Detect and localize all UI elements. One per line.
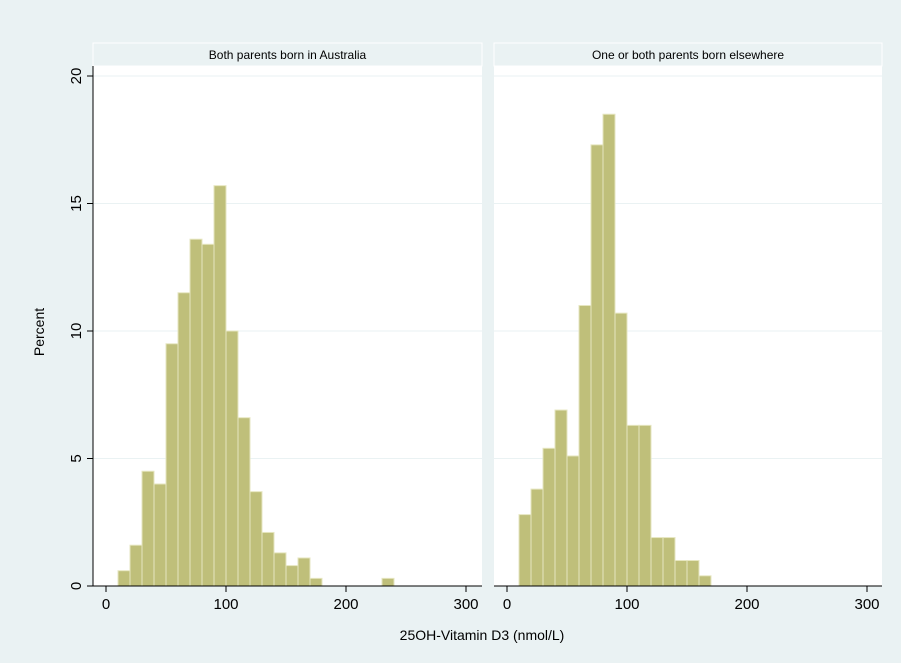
y-tick-label: 15 (68, 195, 85, 212)
histogram-bar (165, 343, 179, 587)
histogram-bar (602, 113, 616, 587)
x-tick-label: 300 (453, 596, 478, 613)
histogram-bar (189, 238, 203, 587)
histogram-bar (662, 537, 676, 587)
histogram-bar (578, 305, 592, 587)
y-tick-label: 5 (68, 454, 85, 462)
histogram-bar (674, 560, 688, 587)
x-tick-label: 200 (333, 596, 358, 613)
histogram-bar (530, 488, 544, 587)
histogram-bar (698, 575, 712, 587)
histogram-bar (566, 455, 580, 587)
x-axis-label: 25OH-Vitamin D3 (nmol/L) (400, 627, 565, 643)
histogram-bar (249, 491, 263, 587)
histogram-bar (638, 424, 652, 587)
histogram-bar (117, 570, 131, 587)
histogram-bar (285, 565, 299, 587)
histogram-bar (237, 417, 251, 587)
histogram-bar (261, 531, 275, 587)
x-tick-label: 0 (102, 596, 110, 613)
histogram-bar (213, 185, 227, 587)
histogram-bar (129, 544, 143, 587)
x-tick-label: 200 (734, 596, 759, 613)
histogram-bar (225, 330, 239, 587)
histogram-bar (614, 312, 628, 587)
histogram-bar (153, 483, 167, 587)
panel-title: Both parents born in Australia (209, 48, 367, 62)
x-tick-label: 100 (213, 596, 238, 613)
histogram-bar (297, 557, 311, 587)
histogram-bar (626, 424, 640, 587)
histogram-bar (542, 447, 556, 587)
y-tick-label: 10 (68, 323, 85, 340)
histogram-bar (141, 470, 155, 587)
histogram-bar (309, 577, 323, 587)
histogram-bar (686, 560, 700, 587)
panel-title: One or both parents born elsewhere (592, 48, 784, 62)
x-tick-label: 0 (503, 596, 511, 613)
panel-strip (92, 42, 483, 67)
panel-strip (493, 42, 883, 67)
x-tick-label: 100 (614, 596, 639, 613)
x-tick-label: 300 (854, 596, 879, 613)
histogram-bar (650, 537, 664, 587)
histogram-bar (590, 144, 604, 587)
histogram-bar (201, 243, 215, 587)
panel-2: One or both parents born elsewhere 0 100 20… (493, 42, 883, 613)
y-axis-label: Percent (31, 308, 47, 356)
y-tick-label: 20 (68, 68, 85, 85)
y-tick-label: 0 (68, 582, 85, 590)
histogram-bar (177, 292, 191, 587)
histogram-bar (273, 552, 287, 587)
histogram-bar (381, 577, 395, 587)
histogram-bar (554, 409, 568, 587)
histogram-bar (518, 514, 532, 587)
